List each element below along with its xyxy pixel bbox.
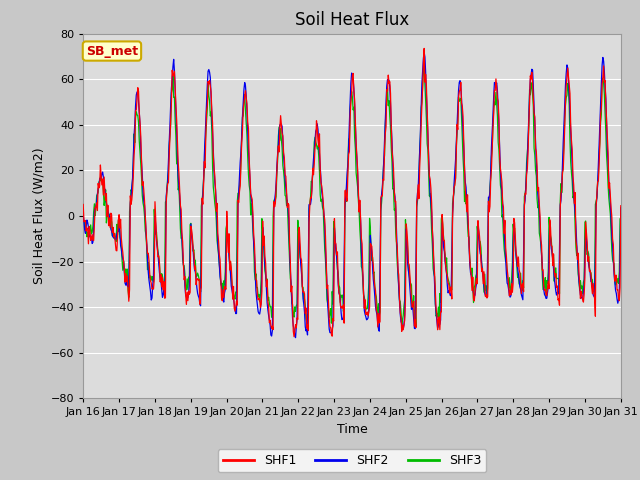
SHF1 bbox=[199, 201, 207, 207]
SHF3 bbox=[418, 99, 426, 105]
SHF1 bbox=[227, 264, 235, 270]
SHF2 bbox=[420, 49, 428, 55]
SHF2 bbox=[292, 335, 300, 340]
SHF2 bbox=[79, 212, 87, 217]
X-axis label: Time: Time bbox=[337, 423, 367, 436]
SHF1 bbox=[418, 103, 426, 109]
SHF3 bbox=[617, 216, 625, 221]
SHF2 bbox=[199, 193, 207, 199]
SHF3 bbox=[199, 190, 207, 196]
Legend: SHF1, SHF2, SHF3: SHF1, SHF2, SHF3 bbox=[218, 449, 486, 472]
SHF2 bbox=[435, 323, 442, 328]
Title: Soil Heat Flux: Soil Heat Flux bbox=[295, 11, 409, 29]
SHF3 bbox=[89, 223, 97, 229]
SHF1 bbox=[290, 334, 298, 339]
SHF3 bbox=[412, 323, 420, 329]
SHF1 bbox=[79, 202, 87, 207]
SHF3 bbox=[435, 304, 442, 310]
SHF2 bbox=[418, 81, 426, 86]
SHF1 bbox=[617, 203, 625, 209]
SHF2 bbox=[227, 283, 235, 289]
SHF1 bbox=[89, 238, 97, 243]
SHF2 bbox=[145, 269, 152, 275]
SHF1 bbox=[420, 46, 428, 51]
SHF1 bbox=[435, 316, 442, 322]
SHF1 bbox=[145, 251, 152, 256]
SHF3 bbox=[420, 64, 428, 70]
Y-axis label: Soil Heat Flux (W/m2): Soil Heat Flux (W/m2) bbox=[32, 148, 45, 284]
SHF3 bbox=[79, 217, 87, 223]
Line: SHF2: SHF2 bbox=[83, 52, 621, 337]
Line: SHF3: SHF3 bbox=[83, 67, 621, 326]
SHF3 bbox=[227, 275, 235, 281]
SHF2 bbox=[617, 205, 625, 211]
SHF3 bbox=[145, 259, 152, 265]
Text: SB_met: SB_met bbox=[86, 45, 138, 58]
SHF2 bbox=[89, 240, 97, 245]
Line: SHF1: SHF1 bbox=[83, 48, 621, 336]
